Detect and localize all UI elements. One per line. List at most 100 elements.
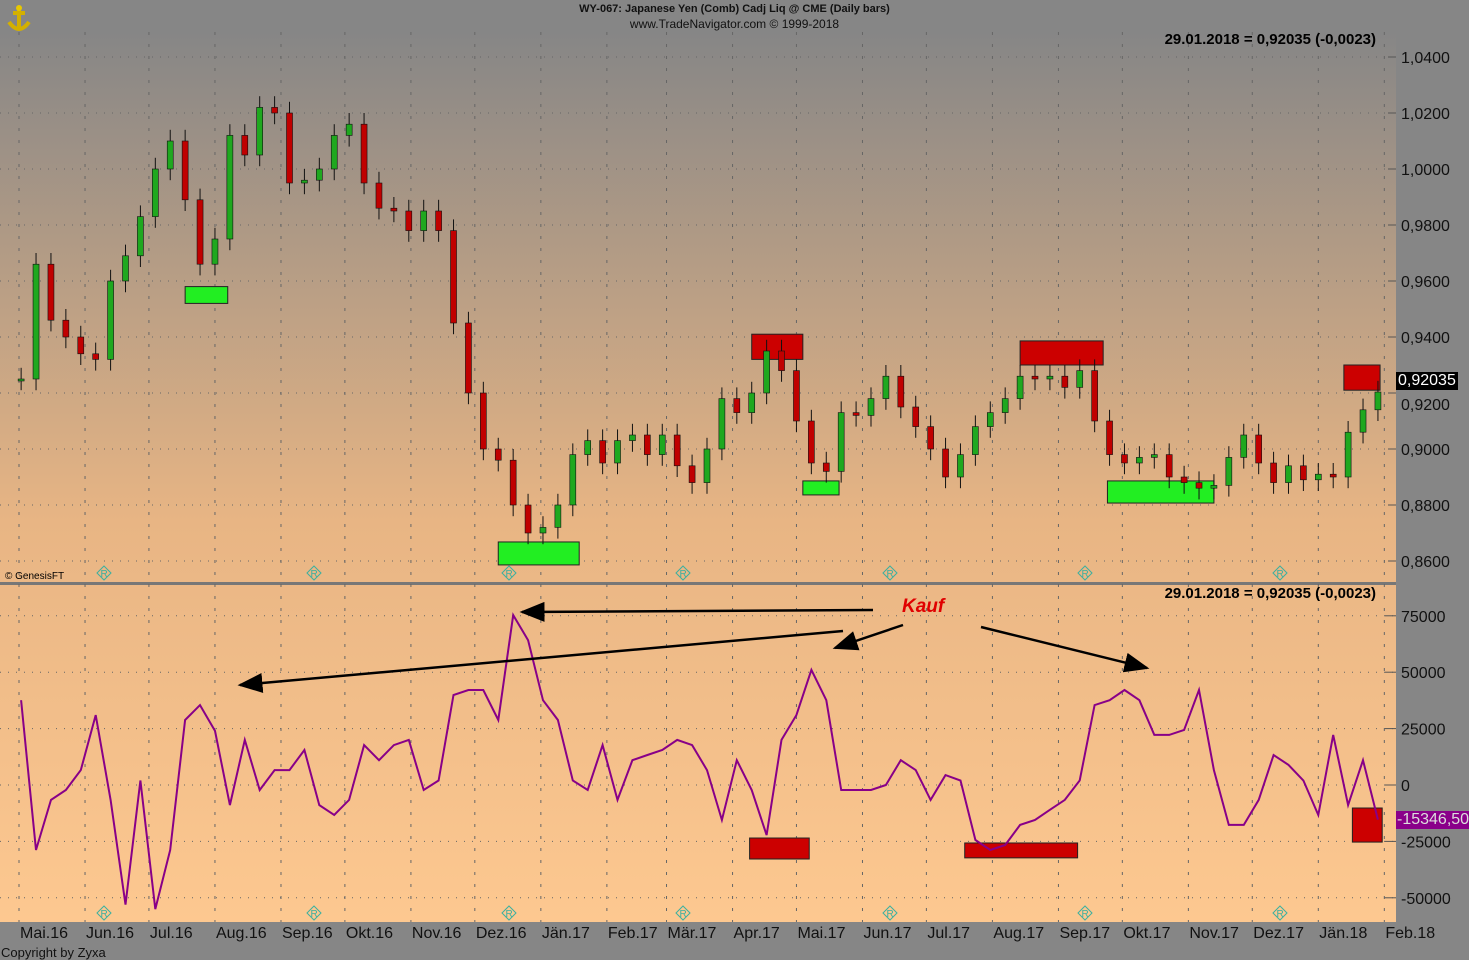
- x-tick-label: Jul.17: [927, 925, 970, 942]
- r-marker-letter: R: [506, 909, 513, 920]
- candle-body: [1255, 434, 1262, 464]
- r-marker-icon: [882, 565, 898, 581]
- price-tick-label: 0,9000: [1401, 442, 1450, 459]
- candle-body: [405, 210, 413, 231]
- arrow-1: [519, 601, 874, 622]
- price-tick-label: 0,8800: [1401, 498, 1450, 515]
- price-tick-label: 0,9600: [1401, 274, 1450, 291]
- candle-body: [1136, 457, 1143, 464]
- copyright: Copyright by Zyxa: [1, 945, 106, 960]
- r-marker-letter: R: [101, 569, 108, 580]
- r-marker-letter: R: [887, 909, 894, 920]
- r-marker-letter: R: [680, 909, 687, 920]
- candle-body: [435, 210, 442, 231]
- x-tick-label: Nov.16: [412, 925, 462, 942]
- indicator-tick-label: 50000: [1401, 665, 1446, 682]
- indicator-sell-box: [964, 842, 1079, 859]
- arrow-4: [980, 625, 1150, 673]
- candle-body: [584, 440, 592, 455]
- candle-body: [390, 207, 398, 212]
- indicator-line: [20, 612, 1379, 910]
- r-marker-icon: [306, 905, 322, 921]
- candle-body: [1374, 391, 1382, 411]
- last-price-label: 0,92035: [1396, 372, 1458, 390]
- price-tick-label: 1,0200: [1401, 106, 1450, 123]
- candle-body: [480, 392, 487, 450]
- chart-subtitle: www.TradeNavigator.com © 1999-2018: [629, 17, 840, 31]
- panel-separator[interactable]: [0, 582, 1396, 585]
- candle-body: [1210, 485, 1218, 489]
- candle-body: [1061, 375, 1069, 388]
- candle-body: [1016, 375, 1024, 399]
- r-marker-icon: [96, 905, 112, 921]
- candle-body: [137, 216, 144, 257]
- candle-body: [822, 462, 830, 472]
- candle-body: [286, 112, 293, 184]
- candle-body: [867, 398, 875, 416]
- axes: 1,0400 1,0200 1,0000 0,9800 0,9600 0,9400 0,92…: [0, 32, 1469, 960]
- candle-body: [524, 504, 532, 534]
- x-tick-label: Jun.17: [863, 925, 911, 942]
- r-marker-letter: R: [101, 909, 108, 920]
- x-tick-label: Nov.17: [1189, 925, 1239, 942]
- r-marker-letter: R: [311, 569, 318, 580]
- candles: [17, 96, 1382, 545]
- candle-body: [554, 504, 562, 528]
- r-marker-letter: R: [1277, 909, 1284, 920]
- price-readout: 29.01.2018 = 0,92035 (-0,0023): [1164, 31, 1376, 48]
- candle-body: [986, 412, 994, 427]
- candle-body: [301, 179, 308, 184]
- r-marker-icon: [1272, 565, 1288, 581]
- r-marker-icon: [501, 565, 517, 581]
- arrow-3: [832, 623, 904, 651]
- r-marker-icon: [1272, 905, 1288, 921]
- x-tick-label: Jän.17: [542, 925, 590, 942]
- candle-body: [181, 140, 189, 201]
- candle-body: [957, 454, 964, 478]
- candle-body: [1180, 476, 1188, 483]
- r-marker-letter: R: [1277, 569, 1284, 580]
- candle-body: [122, 255, 129, 282]
- candle-body: [1001, 398, 1009, 413]
- x-tick-label: Mai.16: [20, 925, 68, 942]
- candle-body: [539, 527, 547, 534]
- candle-body: [1031, 375, 1039, 380]
- candle-body: [1300, 465, 1307, 481]
- candle-body: [420, 210, 428, 231]
- candle-body: [852, 412, 860, 416]
- candle-body: [345, 123, 353, 136]
- price-tick-label: 0,9800: [1401, 218, 1450, 235]
- x-tick-label: Jän.18: [1319, 925, 1367, 942]
- r-marker-icon: [306, 565, 322, 581]
- r-marker-icon: [501, 905, 517, 921]
- candle-body: [1076, 370, 1084, 388]
- anchor-logo-icon: [4, 4, 34, 34]
- candle-body: [897, 375, 905, 408]
- price-sell-box: [751, 333, 804, 360]
- x-tick-label: Aug.16: [216, 925, 267, 942]
- arrow-2: [237, 629, 844, 693]
- candle-body: [569, 454, 577, 506]
- candle-body: [226, 135, 234, 240]
- candle-body: [1240, 434, 1248, 458]
- candle-body: [1195, 482, 1203, 489]
- price-tick-label: 0,9200: [1401, 397, 1450, 414]
- y-axis-area: [1396, 32, 1469, 960]
- candle-body: [673, 434, 681, 467]
- r-marker-icon: [675, 905, 691, 921]
- candle-body: [1106, 420, 1113, 455]
- candle-body: [465, 322, 472, 394]
- x-tick-label: Sep.16: [282, 925, 333, 942]
- kauf-arrows: [237, 601, 1150, 693]
- x-tick-label: Apr.17: [734, 925, 780, 942]
- candle-body: [1121, 454, 1128, 464]
- candle-body: [1150, 454, 1158, 458]
- candle-body: [92, 353, 99, 360]
- candle-body: [509, 459, 517, 506]
- candle-body: [763, 350, 770, 394]
- candle-body: [360, 123, 368, 184]
- price-tick-label: 0,9400: [1401, 330, 1450, 347]
- x-tick-label: Feb.18: [1385, 925, 1435, 942]
- chart-title: WY-067: Japanese Yen (Comb) Cadj Liq @ C…: [579, 3, 890, 15]
